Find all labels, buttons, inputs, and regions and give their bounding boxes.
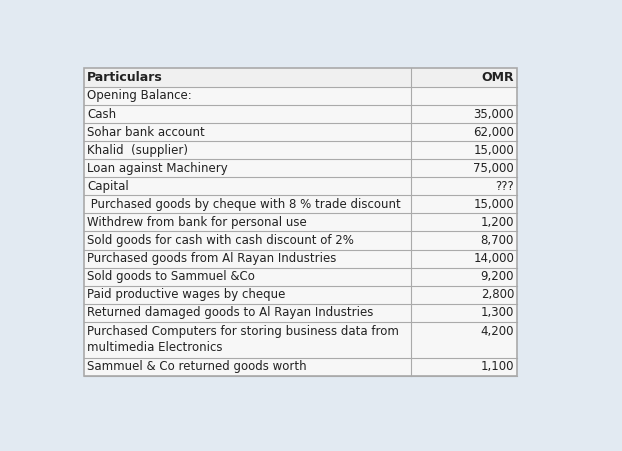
Text: 15,000: 15,000: [473, 198, 514, 211]
Text: Sammuel & Co returned goods worth: Sammuel & Co returned goods worth: [87, 360, 307, 373]
Text: Sold goods to Sammuel &Co: Sold goods to Sammuel &Co: [87, 270, 255, 283]
Text: Purchased Computers for storing business data from: Purchased Computers for storing business…: [87, 326, 399, 338]
Text: Opening Balance:: Opening Balance:: [87, 89, 192, 102]
Bar: [84, 249, 517, 267]
Bar: [84, 231, 517, 249]
Bar: [84, 304, 517, 322]
Bar: [84, 322, 517, 358]
Text: Sohar bank account: Sohar bank account: [87, 126, 205, 138]
Text: Khalid  (supplier): Khalid (supplier): [87, 144, 188, 156]
Text: 62,000: 62,000: [473, 126, 514, 138]
Text: 4,200: 4,200: [481, 326, 514, 338]
Bar: [84, 87, 517, 105]
Text: Purchased goods by cheque with 8 % trade discount: Purchased goods by cheque with 8 % trade…: [87, 198, 401, 211]
Text: 35,000: 35,000: [473, 107, 514, 120]
Bar: [84, 123, 517, 141]
Bar: [84, 105, 517, 123]
Text: 75,000: 75,000: [473, 162, 514, 175]
Text: Returned damaged goods to Al Rayan Industries: Returned damaged goods to Al Rayan Indus…: [87, 306, 373, 319]
Text: 1,200: 1,200: [481, 216, 514, 229]
Text: OMR: OMR: [481, 71, 514, 84]
Text: multimedia Electronics: multimedia Electronics: [87, 341, 223, 354]
Text: Particulars: Particulars: [87, 71, 163, 84]
Bar: [84, 285, 517, 304]
Text: Cash: Cash: [87, 107, 116, 120]
Text: Withdrew from bank for personal use: Withdrew from bank for personal use: [87, 216, 307, 229]
Text: 1,100: 1,100: [481, 360, 514, 373]
Bar: [84, 213, 517, 231]
Text: ???: ???: [495, 180, 514, 193]
Bar: [84, 68, 517, 376]
Text: Sold goods for cash with cash discount of 2%: Sold goods for cash with cash discount o…: [87, 234, 354, 247]
Text: Capital: Capital: [87, 180, 129, 193]
Text: Paid productive wages by cheque: Paid productive wages by cheque: [87, 288, 285, 301]
Bar: [84, 68, 517, 376]
Text: Loan against Machinery: Loan against Machinery: [87, 162, 228, 175]
Bar: [84, 177, 517, 195]
Text: 2,800: 2,800: [481, 288, 514, 301]
Bar: [84, 68, 517, 87]
Text: 14,000: 14,000: [473, 252, 514, 265]
Bar: [84, 358, 517, 376]
Bar: [84, 267, 517, 285]
Bar: [84, 141, 517, 159]
Bar: [84, 195, 517, 213]
Bar: [84, 159, 517, 177]
Text: 15,000: 15,000: [473, 144, 514, 156]
Text: 9,200: 9,200: [481, 270, 514, 283]
Text: 8,700: 8,700: [481, 234, 514, 247]
Text: 1,300: 1,300: [481, 306, 514, 319]
Text: Purchased goods from Al Rayan Industries: Purchased goods from Al Rayan Industries: [87, 252, 337, 265]
